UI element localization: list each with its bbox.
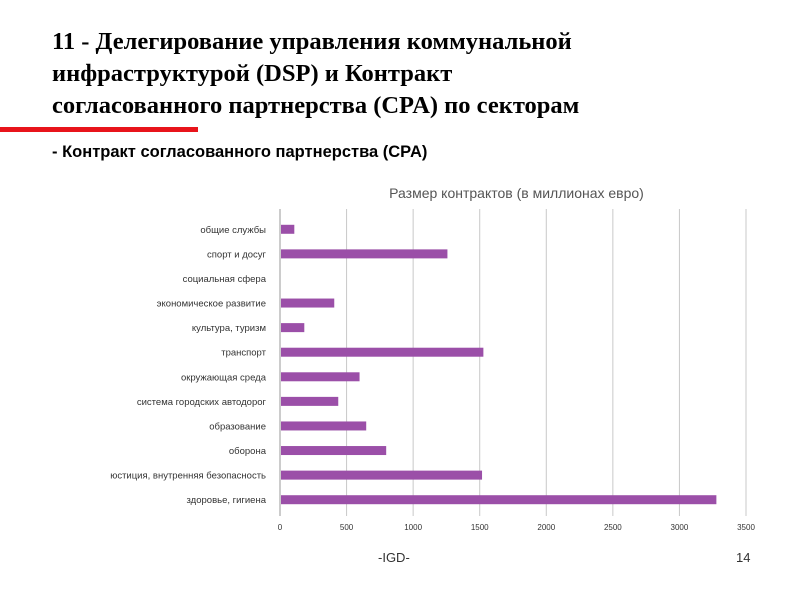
category-label-11: юстиция, внутренняя безопасность	[110, 471, 266, 482]
title-line-3: согласованного партнерства (CPA) по сект…	[52, 92, 580, 119]
category-label-6: транспорт	[221, 348, 266, 359]
x-tick-label-3000: 3000	[671, 523, 689, 532]
category-label-7: окружающая среда	[181, 372, 267, 383]
page-number: 14	[736, 550, 751, 565]
x-tick-label-0: 0	[278, 523, 283, 532]
bar-8	[281, 396, 339, 406]
bar-6	[281, 347, 484, 357]
title-line-1: 11 - Делегирование управления коммунальн…	[52, 28, 572, 55]
bar-1	[281, 224, 295, 234]
footer-label: -IGD-	[378, 550, 410, 565]
bar-10	[281, 446, 387, 456]
category-label-12: здоровье, гигиена	[187, 495, 267, 506]
slide-title: 11 - Делегирование управления коммунальн…	[52, 26, 772, 122]
title-line-2: инфраструктурой (DSP) и Контракт	[52, 60, 453, 87]
category-label-8: система городских автодорог	[137, 397, 267, 408]
bar-5	[281, 323, 305, 333]
category-label-5: культура, туризм	[192, 323, 266, 334]
bar-11	[281, 470, 483, 480]
accent-bar	[0, 127, 198, 132]
bar-9	[281, 421, 367, 431]
slide-subtitle: - Контракт согласованного партнерства (C…	[52, 143, 428, 161]
category-label-4: экономическое развитие	[157, 299, 266, 310]
category-label-2: спорт и досуг	[207, 249, 267, 260]
category-label-10: оборона	[229, 446, 267, 457]
x-tick-label-500: 500	[340, 523, 354, 532]
x-tick-label-2500: 2500	[604, 523, 622, 532]
bar-4	[281, 298, 335, 308]
category-label-9: образование	[209, 421, 266, 432]
category-label-1: общие службы	[200, 225, 266, 236]
category-label-3: социальная сфера	[183, 274, 267, 285]
bar-7	[281, 372, 360, 382]
x-tick-label-3500: 3500	[737, 523, 755, 532]
x-tick-label-2000: 2000	[537, 523, 555, 532]
x-tick-label-1500: 1500	[471, 523, 489, 532]
bar-12	[281, 495, 717, 505]
chart-title: Размер контрактов (в миллионах евро)	[389, 185, 644, 201]
bar-2	[281, 249, 448, 259]
x-tick-label-1000: 1000	[404, 523, 422, 532]
